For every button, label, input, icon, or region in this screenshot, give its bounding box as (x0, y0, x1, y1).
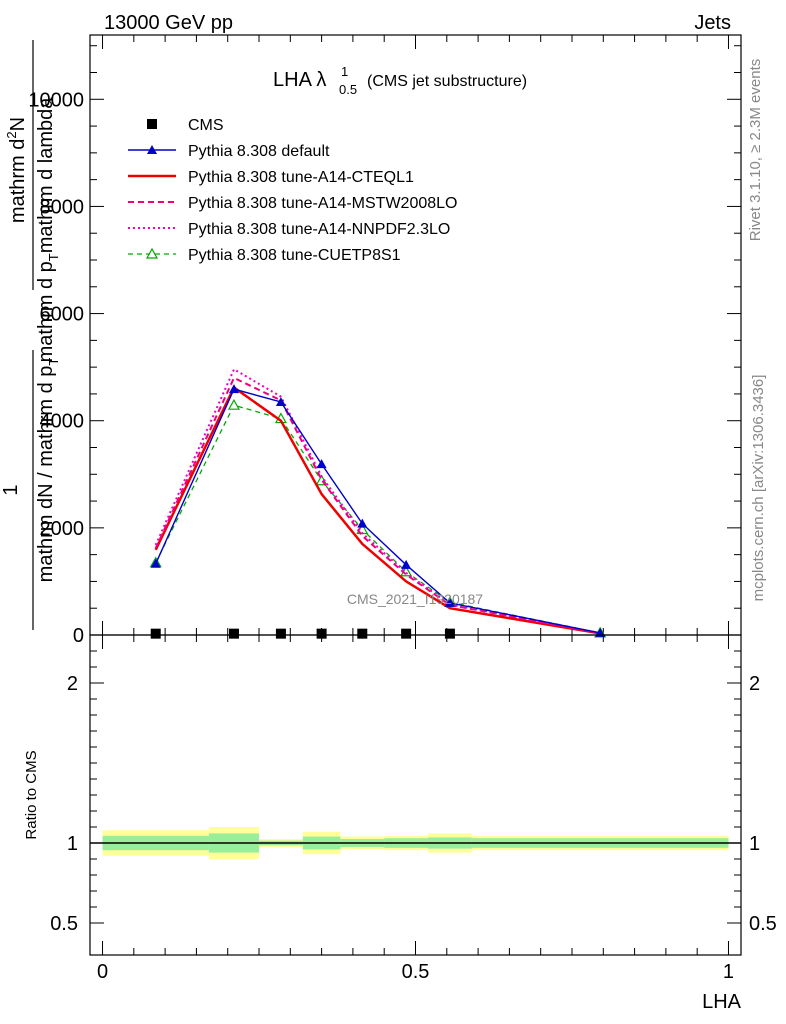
series-line-pythia-8-308-default (155, 388, 601, 634)
ratio-y-tick-label: 2 (67, 673, 78, 695)
ylabel-den-right-tail: mathrm d lambda (35, 97, 57, 253)
legend-label-pythia-8-308-tune-a14-cteql1: Pythia 8.308 tune-A14-CTEQL1 (188, 169, 414, 186)
x-tick-label: 0 (97, 961, 108, 983)
main-y-tick-label: 6000 (40, 304, 85, 326)
cms-data-point (357, 628, 368, 639)
legend-label-pythia-8-308-tune-cuetp8s1: Pythia 8.308 tune-CUETP8S1 (188, 247, 401, 264)
main-panel: 0 2000 4000 6000 8000 10000 LHA λ 1 0.5 (CMS … (0, 34, 742, 647)
header-right: Jets (694, 12, 731, 34)
ratio-frame (89, 634, 742, 956)
main-y-tick-label: 2000 (40, 518, 85, 540)
ylabel-num-right-main: mathrm d (7, 139, 29, 223)
cms-data-point (316, 628, 327, 639)
cms-data-point (150, 628, 161, 639)
plot-title-main: LHA λ (273, 69, 326, 91)
ylabel-num-right-tail: N (7, 117, 29, 131)
series-line-pythia-8-308-tune-a14-cteql1 (154, 385, 601, 635)
legend-label-pythia-8-308-tune-a14-nnpdf2-3lo: Pythia 8.308 tune-A14-NNPDF2.3LO (188, 221, 450, 238)
ylabel-den-left-sub: T (46, 358, 61, 366)
x-tick-label: 0.5 (402, 961, 430, 983)
ylabel-den-right: mathrm d pTmathrm d lambda (35, 97, 61, 363)
series-line-pythia-8-308-tune-cuetp8s1 (155, 404, 601, 634)
ylabel-den-right-main: mathrm d p (35, 261, 57, 362)
ratio-y-tick-label: 0.5 (50, 913, 78, 935)
main-series (149, 367, 607, 639)
cms-data-point (444, 628, 455, 639)
series-point-pythia-8-308-default (444, 597, 455, 607)
legend-marker-pythia-8-308-default (147, 145, 157, 154)
ylabel-den-right-sub: T (46, 253, 61, 261)
ylabel-den-left-main: mathrm dN / mathrm d p (35, 366, 57, 583)
main-y-tick-label: 4000 (40, 411, 85, 433)
ratio-panel: 0.5 0.51 12 2 0 0.5 1 Ratio to CMS LHA (23, 634, 777, 1013)
ylabel-num-right: mathrm d2N (4, 117, 29, 223)
ratio-y-ticks: 0.5 0.5 1 1 2 2 (50, 650, 777, 935)
series-point-pythia-8-308-tune-cuetp8s1 (227, 398, 240, 410)
cms-data-point (228, 628, 239, 639)
series-point-pythia-8-308-default (401, 559, 412, 569)
plot-title: LHA λ 1 0.5 (CMS jet substructure) (273, 64, 527, 97)
legend-label-pythia-8-308-tune-a14-mstw2008lo: Pythia 8.308 tune-A14-MSTW2008LO (188, 195, 457, 212)
ratio-y-tick-label-right: 2 (749, 673, 760, 695)
ratio-y-label: Ratio to CMS (23, 750, 40, 839)
series-point-pythia-8-308-default (357, 518, 368, 528)
rivet-label: Rivet 3.1.10, ≥ 2.3M events (747, 59, 764, 242)
x-axis-label: LHA (702, 991, 742, 1013)
legend-label-cms: CMS (188, 117, 224, 134)
series-point-pythia-8-308-default (228, 384, 239, 394)
main-y-ticks: 0 2000 4000 6000 8000 10000 (28, 45, 741, 647)
legend-label-pythia-8-308-default: Pythia 8.308 default (188, 143, 330, 160)
legend-marker-pythia-8-308-tune-cuetp8s1 (145, 247, 159, 259)
plot-title-sub: 0.5 (339, 82, 357, 97)
series-line-pythia-8-308-tune-a14-nnpdf2-3lo (154, 367, 601, 635)
ratio-x-ticks: 0 0.5 1 (97, 635, 734, 983)
watermark: CMS_2021_I1920187 (347, 591, 483, 607)
cms-data-point (401, 628, 412, 639)
main-y-tick-label: 10000 (28, 89, 84, 111)
main-y-tick-label: 0 (73, 625, 84, 647)
ylabel-num-left: 1 (0, 484, 22, 495)
ylabel-den-left: mathrm dN / mathrm d pT (35, 358, 61, 583)
series-point-pythia-8-308-default (275, 396, 286, 406)
plot-title-sup: 1 (341, 64, 348, 79)
cms-data-point (275, 628, 286, 639)
ratio-bands (90, 827, 741, 859)
y-axis-label: 1 mathrm d2N mathrm dN / mathrm d pT mat… (0, 40, 61, 630)
ylabel-num-right-sup: 2 (4, 131, 19, 138)
series-point-pythia-8-308-default (316, 459, 327, 469)
header-left: 13000 GeV pp (104, 12, 233, 34)
ratio-y-tick-label-right: 0.5 (749, 913, 777, 935)
legend: CMS Pythia 8.308 default Pythia 8.308 tune… (128, 117, 457, 264)
mcplots-label: mcplots.cern.ch [arXiv:1306.3436] (750, 375, 767, 602)
ratio-y-tick-label-right: 1 (749, 833, 760, 855)
x-tick-label: 1 (723, 961, 734, 983)
main-y-tick-label: 8000 (40, 196, 85, 218)
plot-title-paren: (CMS jet substructure) (367, 73, 527, 90)
ratio-y-tick-label: 1 (67, 833, 78, 855)
series-point-pythia-8-308-default (150, 558, 161, 568)
legend-marker-cms (147, 119, 157, 129)
